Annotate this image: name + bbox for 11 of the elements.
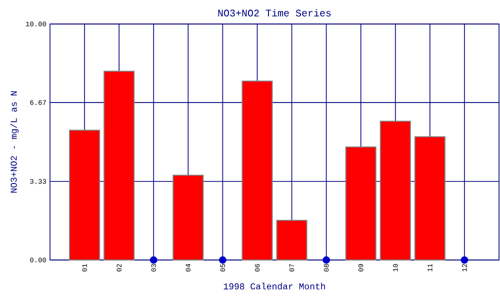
bar [172,174,204,260]
bar [104,70,135,260]
bar [380,120,411,260]
y-axis-title: NO3+NO2 - mg/L as N [10,91,19,193]
bar [345,146,376,260]
chart-title: NO3+NO2 Time Series [218,9,331,16]
bar [276,220,308,260]
bar [69,130,100,260]
bar [414,136,446,260]
bar [242,80,273,260]
x-axis-title: 1998 Calendar Month [224,282,326,290]
